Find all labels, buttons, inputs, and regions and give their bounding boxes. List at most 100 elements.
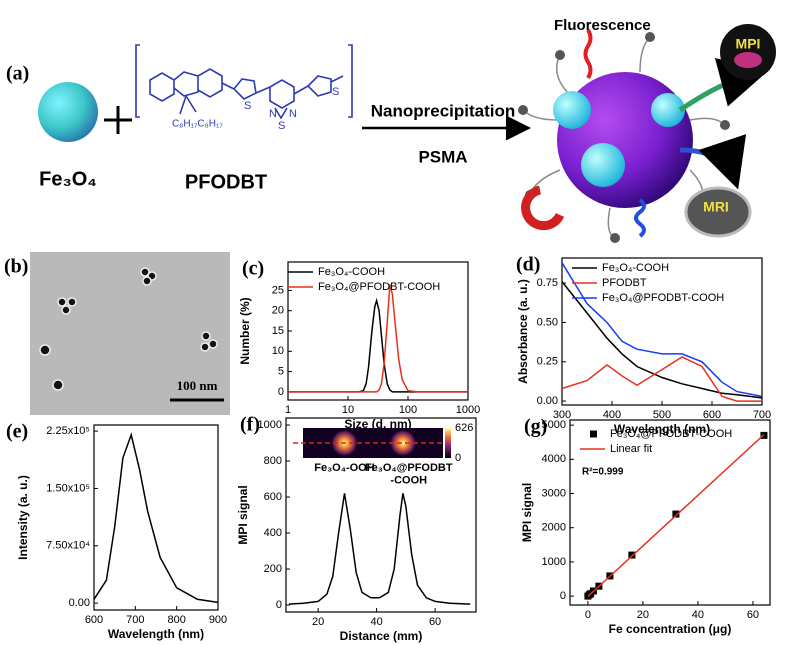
side-chain-label: C₈H₁₇C₈H₁₇ (172, 119, 223, 130)
legend-label: Fe₃O₄@PFODBT-COOH (318, 281, 440, 293)
peak-label: -COOH (390, 475, 427, 487)
x-tick-label: 20 (637, 609, 649, 621)
panel-label: (a) (6, 63, 29, 85)
x-tick-label: 0 (585, 609, 591, 621)
x-axis-label: Wavelength (nm) (108, 627, 204, 641)
panel-label: (f) (240, 414, 260, 436)
data-line (288, 493, 471, 605)
legend-label: Fe₃O₄-COOH (318, 266, 385, 278)
data-line (288, 284, 468, 393)
arrow-bottom-label: PSMA (418, 147, 467, 166)
y-tick-label: 0.75 (537, 277, 558, 289)
legend-label: Linear fit (610, 443, 652, 455)
plot-frame (569, 419, 771, 606)
data-line (561, 262, 763, 398)
x-tick-label: 1 (285, 404, 291, 416)
atom-label: S (278, 120, 285, 132)
legend-label: Fe₃O₄-COOH (602, 262, 669, 274)
data-line (561, 356, 762, 402)
peak-label: Fe₃O₄-OOH (314, 462, 374, 474)
y-tick-label: 800 (264, 455, 282, 467)
y-axis-label: Number (%) (238, 297, 252, 364)
legend-label: Fe₃O₄@PFODBT-COOH (610, 428, 732, 440)
x-tick-label: 900 (209, 614, 227, 626)
panel-label: (b) (4, 256, 28, 278)
mpi-spot (734, 52, 762, 68)
y-tick-label: 5 (278, 365, 284, 377)
panel-label: (c) (242, 258, 264, 280)
y-tick-label: 0 (560, 590, 566, 602)
x-tick-label: 400 (603, 409, 621, 421)
atom-label: S (332, 86, 339, 98)
core-particle (651, 93, 685, 127)
legend-label: Fe₃O₄@PFODBT-COOH (602, 292, 724, 304)
y-axis-label: Intensity (a. u.) (16, 475, 30, 560)
x-tick-label: 100 (399, 404, 417, 416)
y-tick-label: 0.00 (537, 395, 558, 407)
x-axis-label: Fe concentration (μg) (609, 622, 732, 636)
x-tick-label: 40 (370, 616, 382, 628)
scheme: (a) Fe₃O₄ S N S N S C₈H₁₇C₈H₁₇ PFODBT Na… (6, 17, 776, 243)
magnet (521, 185, 565, 231)
data-line (93, 432, 219, 604)
y-tick-label: 0 (276, 599, 282, 611)
polymer-structure (135, 44, 353, 120)
plot-frame (561, 257, 763, 406)
y-tick-label: 1000 (542, 556, 566, 568)
y-tick-label: 2000 (542, 522, 566, 534)
legend-marker (590, 430, 597, 438)
tem-background (30, 252, 230, 415)
plot-frame (93, 424, 219, 611)
atom-label: S (244, 100, 251, 112)
y-tick-label: 1.50x10⁵ (46, 482, 90, 494)
x-tick-label: 500 (653, 409, 671, 421)
mri-image (684, 186, 752, 238)
peak-label: Fe₃O₄@PFODBT (365, 462, 453, 474)
colorbar-label: 0 (455, 452, 461, 464)
polymer-label: PFODBT (185, 171, 267, 193)
y-tick-label: 0 (278, 386, 284, 398)
x-tick-label: 60 (429, 616, 441, 628)
y-tick-label: 4000 (542, 453, 566, 465)
y-tick-label: 200 (264, 563, 282, 575)
plot-frame (285, 417, 477, 613)
x-tick-label: 40 (692, 609, 704, 621)
y-tick-label: 20 (272, 305, 284, 317)
nanoparticle (38, 82, 98, 142)
fluorescence-label: Fluorescence (554, 17, 651, 34)
mpi-spot (389, 430, 416, 456)
y-axis-label: Absorbance (a. u.) (516, 279, 530, 384)
arrow-top-label: Nanoprecipitation (371, 101, 516, 120)
panel-label: (d) (516, 254, 540, 276)
x-tick-label: 1000 (456, 404, 480, 416)
panel-label: (e) (6, 421, 28, 443)
atom-label: N (269, 108, 277, 120)
data-line (561, 281, 763, 399)
series-group (93, 432, 219, 604)
y-axis-label: MPI signal (520, 483, 534, 542)
y-tick-label: 1000 (258, 419, 282, 431)
data-point (672, 510, 680, 518)
x-tick-label: 10 (342, 404, 354, 416)
colorbar-label: 626 (455, 422, 473, 434)
y-tick-label: 7.50x10⁴ (46, 540, 90, 552)
emission-wave (583, 28, 593, 80)
data-line (587, 434, 765, 598)
x-tick-label: 700 (126, 614, 144, 626)
y-tick-label: 2.25x10⁵ (46, 425, 90, 437)
excitation-wave (634, 198, 646, 238)
legend-label: PFODBT (602, 277, 647, 289)
series-group (584, 431, 768, 600)
colorbar (445, 428, 451, 458)
plus (104, 106, 132, 134)
fit-annotation: R²=0.999 (582, 467, 624, 478)
x-tick-label: 600 (703, 409, 721, 421)
signal-arrow (679, 134, 747, 190)
series-group (288, 493, 471, 605)
series-group (288, 284, 468, 393)
x-tick-label: 60 (747, 609, 759, 621)
x-tick-label: 700 (753, 409, 771, 421)
x-axis-label: Distance (mm) (340, 629, 423, 643)
y-tick-label: 0.50 (537, 316, 558, 328)
